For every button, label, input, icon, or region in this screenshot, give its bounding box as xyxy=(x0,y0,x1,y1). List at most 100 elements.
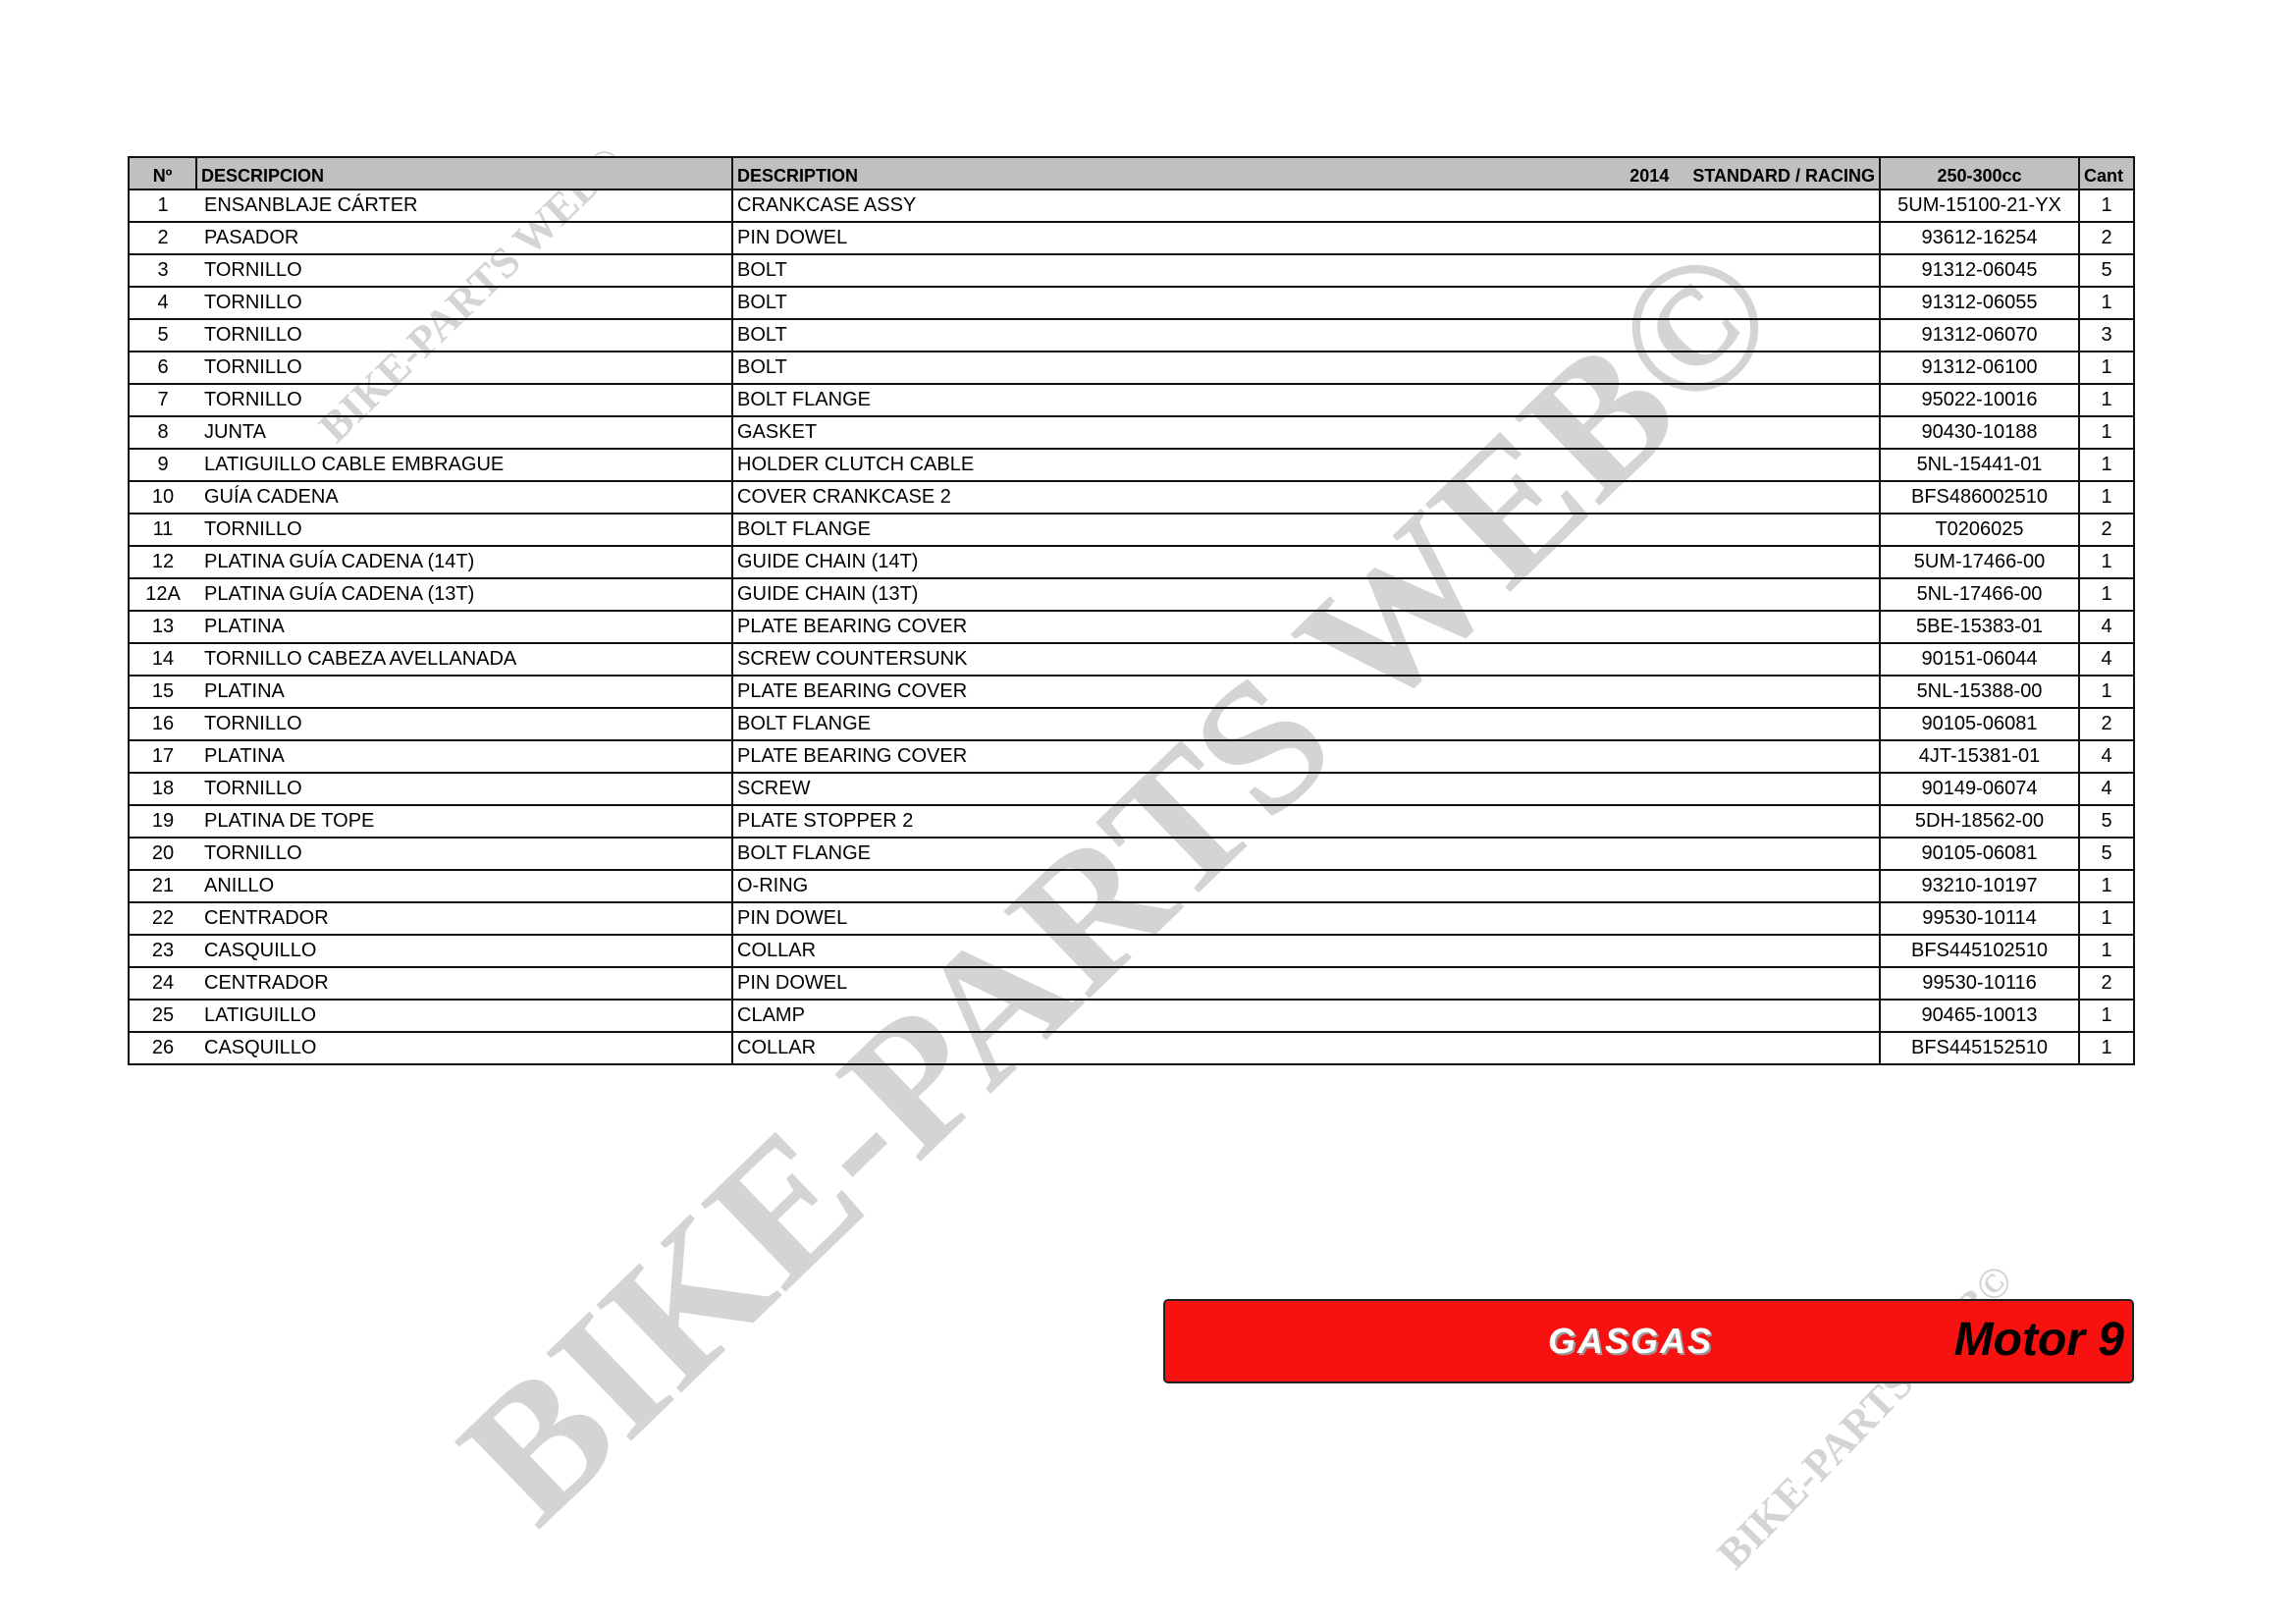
item-number: 25 xyxy=(129,999,196,1033)
item-number: 24 xyxy=(129,966,196,1001)
table-row: 7 TORNILLO BOLT FLANGE 95022-10016 1 xyxy=(129,383,2134,417)
header-version: STANDARD / RACING xyxy=(1692,166,1875,186)
descripcion: CASQUILLO xyxy=(196,934,733,968)
part-number: 5NL-17466-00 xyxy=(1880,577,2080,612)
description: BOLT xyxy=(732,253,1881,288)
quantity: 1 xyxy=(2079,383,2134,417)
description: GUIDE CHAIN (14T) xyxy=(732,545,1881,579)
description: BOLT xyxy=(732,351,1881,385)
header-description: DESCRIPTION 2014 STANDARD / RACING xyxy=(732,156,1881,190)
item-number: 7 xyxy=(129,383,196,417)
description: CRANKCASE ASSY xyxy=(732,189,1881,223)
table-row: 13 PLATINA PLATE BEARING COVER 5BE-15383-01… xyxy=(129,610,2134,644)
table-header: Nº DESCRIPCION DESCRIPTION 2014 STANDARD … xyxy=(129,156,2134,190)
descripcion: TORNILLO xyxy=(196,318,733,352)
descripcion: PLATINA GUÍA CADENA (13T) xyxy=(196,577,733,612)
item-number: 10 xyxy=(129,480,196,514)
part-number: BFS445152510 xyxy=(1880,1031,2080,1065)
table-row: 11 TORNILLO BOLT FLANGE T0206025 2 xyxy=(129,513,2134,547)
quantity: 1 xyxy=(2079,577,2134,612)
quantity: 1 xyxy=(2079,189,2134,223)
descripcion: PLATINA xyxy=(196,739,733,774)
part-number: 91312-06045 xyxy=(1880,253,2080,288)
header-displacement: 250-300cc xyxy=(1880,156,2080,190)
quantity: 1 xyxy=(2079,448,2134,482)
description: BOLT FLANGE xyxy=(732,837,1881,871)
descripcion: TORNILLO xyxy=(196,513,733,547)
table-row: 10 GUÍA CADENA COVER CRANKCASE 2 BFS4860025… xyxy=(129,480,2134,514)
part-number: 90465-10013 xyxy=(1880,999,2080,1033)
description: GUIDE CHAIN (13T) xyxy=(732,577,1881,612)
quantity: 4 xyxy=(2079,610,2134,644)
table-row: 9 LATIGUILLO CABLE EMBRAGUE HOLDER CLUTCH … xyxy=(129,448,2134,482)
part-number: 5UM-17466-00 xyxy=(1880,545,2080,579)
descripcion: TORNILLO xyxy=(196,772,733,806)
quantity: 1 xyxy=(2079,480,2134,514)
header-qty: Cant xyxy=(2079,156,2134,190)
part-number: 90149-06074 xyxy=(1880,772,2080,806)
table-row: 21 ANILLO O-RING 93210-10197 1 xyxy=(129,869,2134,903)
descripcion: TORNILLO xyxy=(196,351,733,385)
quantity: 5 xyxy=(2079,837,2134,871)
description: COLLAR xyxy=(732,1031,1881,1065)
description: SCREW COUNTERSUNK xyxy=(732,642,1881,677)
table-row: 15 PLATINA PLATE BEARING COVER 5NL-15388-00… xyxy=(129,675,2134,709)
table-row: 18 TORNILLO SCREW 90149-06074 4 xyxy=(129,772,2134,806)
item-number: 11 xyxy=(129,513,196,547)
item-number: 23 xyxy=(129,934,196,968)
part-number: 91312-06055 xyxy=(1880,286,2080,320)
item-number: 12 xyxy=(129,545,196,579)
part-number: 90430-10188 xyxy=(1880,415,2080,450)
descripcion: TORNILLO CABEZA AVELLANADA xyxy=(196,642,733,677)
item-number: 5 xyxy=(129,318,196,352)
descripcion: PLATINA xyxy=(196,675,733,709)
part-number: T0206025 xyxy=(1880,513,2080,547)
table-row: 23 CASQUILLO COLLAR BFS445102510 1 xyxy=(129,934,2134,968)
part-number: 93210-10197 xyxy=(1880,869,2080,903)
item-number: 21 xyxy=(129,869,196,903)
part-number: 99530-10114 xyxy=(1880,901,2080,936)
item-number: 3 xyxy=(129,253,196,288)
table-row: 3 TORNILLO BOLT 91312-06045 5 xyxy=(129,253,2134,288)
description: PLATE STOPPER 2 xyxy=(732,804,1881,839)
description: BOLT FLANGE xyxy=(732,513,1881,547)
part-number: 5DH-18562-00 xyxy=(1880,804,2080,839)
quantity: 5 xyxy=(2079,804,2134,839)
part-number: 5BE-15383-01 xyxy=(1880,610,2080,644)
descripcion: ENSANBLAJE CÁRTER xyxy=(196,189,733,223)
description: CLAMP xyxy=(732,999,1881,1033)
descripcion: PLATINA GUÍA CADENA (14T) xyxy=(196,545,733,579)
part-number: BFS486002510 xyxy=(1880,480,2080,514)
quantity: 1 xyxy=(2079,675,2134,709)
part-number: 91312-06070 xyxy=(1880,318,2080,352)
item-number: 15 xyxy=(129,675,196,709)
item-number: 17 xyxy=(129,739,196,774)
descripcion: PLATINA DE TOPE xyxy=(196,804,733,839)
quantity: 1 xyxy=(2079,351,2134,385)
table-row: 1 ENSANBLAJE CÁRTER CRANKCASE ASSY 5UM-1510… xyxy=(129,189,2134,223)
description: HOLDER CLUTCH CABLE xyxy=(732,448,1881,482)
item-number: 8 xyxy=(129,415,196,450)
item-number: 19 xyxy=(129,804,196,839)
quantity: 1 xyxy=(2079,545,2134,579)
quantity: 2 xyxy=(2079,513,2134,547)
table-row: 19 PLATINA DE TOPE PLATE STOPPER 2 5DH-1856… xyxy=(129,804,2134,839)
description: GASKET xyxy=(732,415,1881,450)
description: BOLT xyxy=(732,318,1881,352)
table-row: 8 JUNTA GASKET 90430-10188 1 xyxy=(129,415,2134,450)
table-row: 17 PLATINA PLATE BEARING COVER 4JT-15381-01… xyxy=(129,739,2134,774)
table-row: 6 TORNILLO BOLT 91312-06100 1 xyxy=(129,351,2134,385)
item-number: 4 xyxy=(129,286,196,320)
quantity: 1 xyxy=(2079,1031,2134,1065)
description: PLATE BEARING COVER xyxy=(732,739,1881,774)
description: PIN DOWEL xyxy=(732,901,1881,936)
table-row: 26 CASQUILLO COLLAR BFS445152510 1 xyxy=(129,1031,2134,1065)
table-row: 4 TORNILLO BOLT 91312-06055 1 xyxy=(129,286,2134,320)
item-number: 12A xyxy=(129,577,196,612)
descripcion: GUÍA CADENA xyxy=(196,480,733,514)
table-row: 14 TORNILLO CABEZA AVELLANADA SCREW COUNTE… xyxy=(129,642,2134,677)
item-number: 14 xyxy=(129,642,196,677)
brand-logo: GASGAS xyxy=(1548,1321,1714,1361)
part-number: 91312-06100 xyxy=(1880,351,2080,385)
item-number: 22 xyxy=(129,901,196,936)
